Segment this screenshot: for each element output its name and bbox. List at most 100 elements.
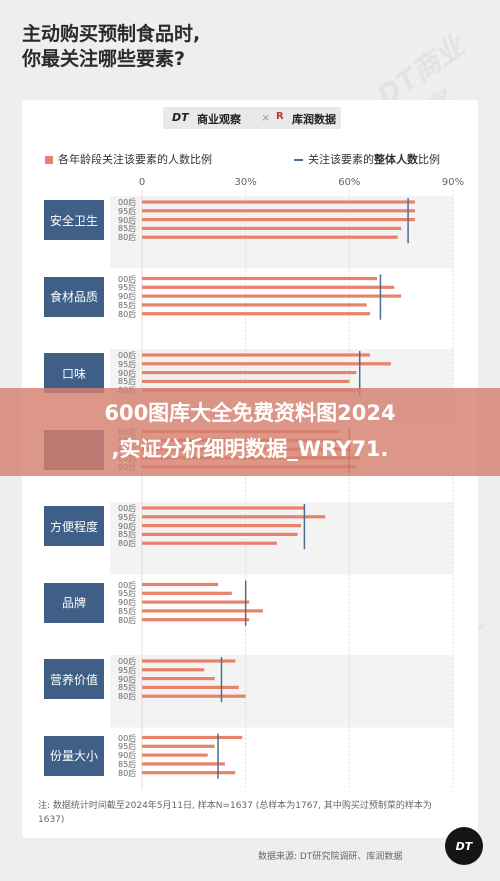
age-group-label: 90后 bbox=[118, 751, 137, 761]
bar bbox=[142, 353, 371, 357]
category-label: 品牌 bbox=[44, 582, 104, 623]
bar bbox=[142, 226, 402, 230]
bar bbox=[142, 659, 236, 663]
age-group-label: 95后 bbox=[118, 512, 137, 522]
bar bbox=[142, 582, 219, 587]
bar bbox=[142, 685, 239, 689]
age-group-label: 90后 bbox=[118, 368, 137, 378]
legend-overall-label: 关注该要素的整体人数比例 bbox=[308, 151, 440, 167]
footnote: 注: 数据统计时间截至2024年5月11日, 样本N=1637 (总样本为176… bbox=[38, 801, 432, 825]
age-group-label: 95后 bbox=[118, 665, 137, 675]
age-group-label: 80后 bbox=[118, 615, 137, 625]
overlay-line-2: ,实证分析细明数据_WRY71. bbox=[111, 437, 389, 461]
age-group-label: 95后 bbox=[118, 283, 137, 293]
bar bbox=[142, 735, 243, 740]
dt-badge-icon: DT bbox=[445, 827, 483, 865]
age-group-label: 80后 bbox=[118, 233, 137, 243]
overlay-text: 600图库大全免费资料图2024 ,实证分析细明数据_WRY71. bbox=[0, 395, 500, 467]
legend-overall-bold: 整体人数 bbox=[374, 153, 418, 166]
age-group-label: 95后 bbox=[118, 359, 137, 369]
legend-bar-swatch bbox=[45, 156, 53, 164]
bar bbox=[142, 515, 326, 519]
category-label: 安全卫生 bbox=[44, 200, 104, 240]
age-group-label: 95后 bbox=[118, 206, 137, 216]
category-label: 食材品质 bbox=[44, 276, 104, 317]
age-group-label: 85后 bbox=[118, 530, 137, 540]
bar bbox=[142, 379, 350, 383]
overlay-banner bbox=[0, 388, 500, 476]
x-tick-label: 60% bbox=[338, 177, 361, 188]
bar bbox=[142, 294, 402, 298]
age-group-label: 00后 bbox=[118, 733, 137, 743]
kurun-logo-icon: R bbox=[276, 111, 284, 122]
bar bbox=[142, 218, 415, 222]
category-label: 口味 bbox=[44, 353, 104, 393]
age-group-label: 95后 bbox=[118, 742, 137, 752]
x-tick-label: 30% bbox=[234, 177, 257, 188]
title-line-1: 主动购买预制食品时, bbox=[22, 23, 201, 45]
source-text: 数据来源: DT研究院调研、库润数据 bbox=[258, 852, 403, 862]
x-tick-label: 0 bbox=[138, 177, 146, 188]
age-group-label: 80后 bbox=[118, 309, 137, 319]
age-group-label: 00后 bbox=[118, 504, 137, 513]
bar bbox=[142, 285, 395, 289]
bar bbox=[142, 762, 225, 766]
age-group-label: 90后 bbox=[118, 521, 137, 531]
legend-bars-label: 各年龄段关注该要素的人数比例 bbox=[58, 153, 212, 166]
age-group-label: 95后 bbox=[118, 589, 137, 599]
age-group-label: 00后 bbox=[118, 198, 137, 207]
bar bbox=[142, 677, 215, 681]
bar bbox=[142, 276, 377, 281]
bar bbox=[142, 618, 250, 622]
age-group-label: 85后 bbox=[118, 759, 137, 769]
bar bbox=[142, 235, 398, 239]
bar bbox=[142, 371, 357, 375]
age-group-label: 85后 bbox=[118, 300, 137, 310]
x-tick-label: 90% bbox=[441, 177, 465, 188]
bar bbox=[142, 609, 263, 613]
age-group-label: 00后 bbox=[118, 580, 137, 590]
bar bbox=[142, 771, 236, 775]
age-group-label: 80后 bbox=[118, 539, 137, 549]
bar bbox=[142, 753, 208, 757]
category-label: 方便程度 bbox=[44, 506, 104, 546]
dt-logo: DT bbox=[172, 111, 189, 124]
age-group-label: 85后 bbox=[118, 377, 137, 387]
bar bbox=[142, 541, 277, 545]
age-group-label: 80后 bbox=[118, 768, 137, 778]
bar bbox=[142, 506, 305, 510]
bar bbox=[142, 362, 391, 366]
category-label: 份量大小 bbox=[44, 735, 104, 776]
bar bbox=[142, 200, 415, 204]
legend-overall-swatch bbox=[294, 159, 303, 161]
legend-overall-prefix: 关注该要素的 bbox=[308, 153, 374, 166]
bar bbox=[142, 744, 215, 748]
brand-bar bbox=[163, 107, 341, 129]
overlay-line-1: 600图库大全免费资料图2024 bbox=[104, 401, 396, 425]
age-group-label: 00后 bbox=[118, 657, 137, 666]
category-band bbox=[110, 655, 453, 728]
bar bbox=[142, 524, 301, 528]
bar bbox=[142, 209, 415, 213]
chart-title: 主动购买预制食品时, 你最关注哪些要素? bbox=[22, 22, 200, 72]
age-group-label: 90后 bbox=[118, 292, 137, 302]
age-group-label: 00后 bbox=[118, 351, 137, 360]
bar bbox=[142, 668, 205, 672]
category-band bbox=[110, 502, 453, 575]
bar bbox=[142, 694, 246, 698]
category-band bbox=[110, 196, 453, 269]
age-group-label: 80后 bbox=[118, 692, 137, 702]
brand-separator: × bbox=[261, 111, 271, 124]
age-group-label: 85后 bbox=[118, 683, 137, 693]
bar bbox=[142, 532, 298, 536]
age-group-label: 90后 bbox=[118, 674, 137, 684]
kurun-brand-name: 库润数据 bbox=[292, 113, 336, 126]
age-group-label: 90后 bbox=[118, 598, 137, 608]
age-group-label: 90后 bbox=[118, 215, 137, 225]
age-group-label: 00后 bbox=[118, 274, 137, 284]
bar bbox=[142, 312, 371, 316]
age-group-label: 85后 bbox=[118, 606, 137, 616]
bar bbox=[142, 600, 250, 604]
category-label: 营养价值 bbox=[44, 659, 104, 699]
